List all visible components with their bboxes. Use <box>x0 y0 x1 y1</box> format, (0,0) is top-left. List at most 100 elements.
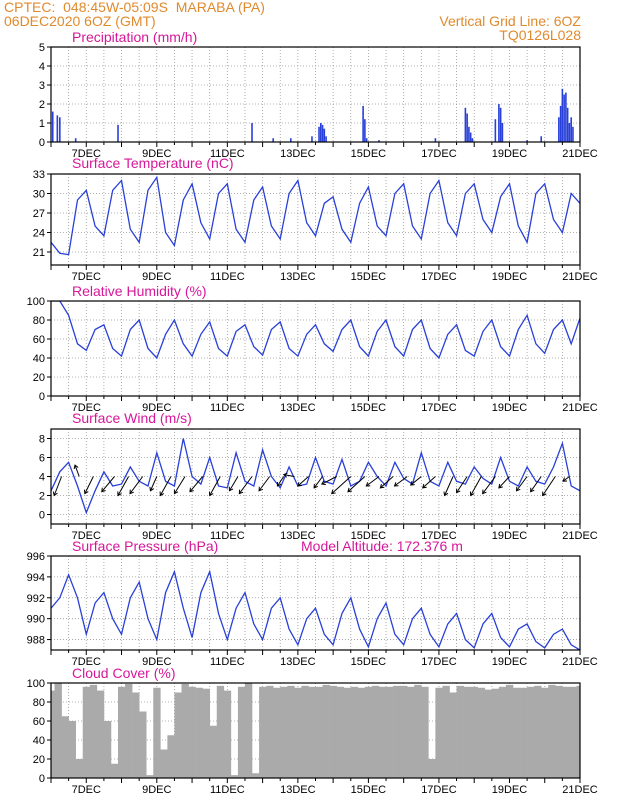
wind-vector <box>129 476 144 494</box>
cloud-bar <box>110 763 119 778</box>
precip-bar <box>290 138 292 142</box>
rh-xtick-label: 7DEC <box>72 402 101 414</box>
precip-ytick-label: 2 <box>39 99 45 111</box>
wind-vector-head <box>562 477 568 482</box>
precip-xtick-label: 9DEC <box>142 148 171 160</box>
rh-ytick-label: 60 <box>33 334 45 346</box>
precip-xtick-label: 17DEC <box>421 148 457 160</box>
cloud-bar <box>252 773 260 778</box>
pres-xtick-label: 21DEC <box>562 656 598 668</box>
rh-ytick-label: 0 <box>39 391 45 403</box>
wind-vector-head <box>276 481 282 487</box>
temp-xtick-label: 19DEC <box>492 271 528 283</box>
pres-subtitle: Model Altitude: 172.376 m <box>301 538 463 554</box>
rh-xtick-label: 11DEC <box>210 402 245 414</box>
cloud-bar <box>470 686 479 778</box>
cloud-bar <box>280 686 288 778</box>
precip-bar <box>272 138 274 142</box>
cloud-bar <box>393 685 401 778</box>
precip-bar <box>498 104 500 142</box>
precip-xtick-label: 15DEC <box>351 148 387 160</box>
wind-vector <box>380 476 394 489</box>
cloud-bar <box>287 685 295 778</box>
cloud-bar <box>75 759 84 778</box>
pres-ytick-label: 988 <box>27 635 45 647</box>
precip-bar <box>572 126 574 142</box>
wind-vector-head <box>101 487 106 493</box>
wind-vector <box>258 476 271 492</box>
cloud-xtick-label: 15DEC <box>351 784 387 796</box>
rh-ytick-label: 40 <box>33 353 45 365</box>
pres-ytick-label: 990 <box>27 614 45 626</box>
wind-vector <box>321 476 337 485</box>
precip-bar <box>319 123 322 142</box>
wind-vector <box>444 476 454 496</box>
cloud-bar <box>400 685 408 778</box>
cloud-bar <box>118 686 126 778</box>
rh-xtick-label: 13DEC <box>280 402 316 414</box>
rh-xtick-label: 15DEC <box>351 402 387 414</box>
cloud-bar <box>153 687 161 778</box>
cloud-bar <box>428 759 436 778</box>
precip-xtick-label: 21DEC <box>562 148 598 160</box>
wind-vector-head <box>297 482 302 487</box>
cloud-bar <box>160 749 168 778</box>
cloud-bar <box>230 775 239 778</box>
wind-vector <box>174 476 186 494</box>
temp-xtick-label: 7DEC <box>72 271 101 283</box>
cloud-bar <box>68 721 76 778</box>
wind-vector <box>313 476 323 489</box>
cloud-bar <box>259 686 267 778</box>
precip-bar <box>378 140 380 142</box>
cloud-bar <box>139 711 147 778</box>
wind-vector <box>117 476 130 496</box>
temp-xtick-label: 13DEC <box>280 271 316 283</box>
wind-vector-head <box>515 486 521 492</box>
precip-bar <box>566 107 569 142</box>
wind-xtick-label: 21DEC <box>562 530 598 542</box>
wind-vector-head <box>321 480 326 485</box>
cloud-bar <box>491 688 500 778</box>
precip-bar <box>311 136 313 142</box>
temp-xtick-label: 11DEC <box>210 271 245 283</box>
rh-xtick-label: 17DEC <box>421 402 457 414</box>
precip-bar <box>558 117 560 142</box>
pres-xtick-label: 15DEC <box>351 656 387 668</box>
precip-bar <box>59 117 61 142</box>
wind-vector <box>159 476 172 496</box>
cloud-bar <box>456 685 464 778</box>
wind-vector-head <box>542 491 547 497</box>
wind-xtick-label: 9DEC <box>142 530 171 542</box>
wind-vector <box>456 476 468 493</box>
precip-xtick-label: 11DEC <box>210 148 245 160</box>
wind-ytick-label: 0 <box>39 510 45 522</box>
wind-vector <box>482 476 496 494</box>
precip-ytick-label: 5 <box>39 42 45 54</box>
rh-xtick-label: 21DEC <box>562 402 598 414</box>
pres-xtick-label: 7DEC <box>72 656 101 668</box>
temp-xtick-label: 9DEC <box>142 271 171 283</box>
wind-ytick-label: 4 <box>39 472 45 484</box>
precip-bar <box>494 119 497 142</box>
precip-ytick-label: 3 <box>39 80 45 92</box>
wind-xtick-label: 7DEC <box>72 530 101 542</box>
pres-xtick-label: 19DEC <box>492 656 528 668</box>
cloud-bar <box>188 686 196 778</box>
wind-vector <box>189 476 204 493</box>
wind-vector-head <box>149 486 155 492</box>
precip-bar <box>471 138 474 142</box>
cloud-ytick-label: 60 <box>33 716 45 728</box>
cloud-bar <box>181 683 189 778</box>
wind-vector <box>53 476 63 496</box>
cloud-bar <box>484 689 493 778</box>
header-date: 06DEC2020 6OZ (GMT) <box>4 13 156 29</box>
wind-vector-head <box>331 489 336 495</box>
cloud-bar <box>294 687 302 778</box>
cloud-bar <box>132 692 140 778</box>
wind-vector-head <box>482 489 487 495</box>
precip-bar <box>74 138 77 142</box>
cloud-bar <box>576 685 580 778</box>
cloud-ytick-label: 0 <box>39 773 45 785</box>
wind-vector <box>276 476 285 487</box>
